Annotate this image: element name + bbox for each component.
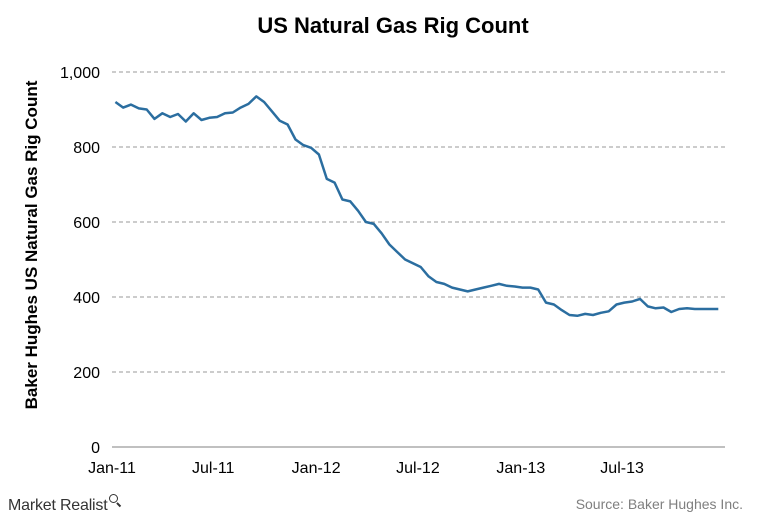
brand-text: Market Realist [8,497,108,514]
y-tick-label: 600 [73,215,100,232]
y-tick-labels: 0 200 400 600 800 1,000 [60,65,100,457]
chart-title: US Natural Gas Rig Count [257,13,529,38]
series-line-rig-count [114,95,719,318]
gridlines [112,71,725,373]
y-axis-label: Baker Hughes US Natural Gas Rig Count [22,80,41,409]
y-tick-label: 1,000 [60,65,100,82]
x-tick-labels: Jan-11 Jul-11 Jan-12 Jul-12 Jan-13 Jul-13 [88,460,644,477]
x-tick-label: Jul-12 [396,460,440,477]
brand-logo: Market Realist [8,494,121,515]
y-tick-label: 0 [91,440,100,457]
x-tick-label: Jan-13 [496,460,545,477]
y-tick-label: 200 [73,365,100,382]
x-tick-label: Jul-11 [192,460,234,477]
source-note: Source: Baker Hughes Inc. [575,496,743,512]
x-tick-label: Jul-13 [600,460,644,477]
magnifier-icon [109,494,121,506]
x-tick-label: Jan-12 [292,460,341,477]
y-tick-label: 800 [73,140,100,157]
x-tick-label: Jan-11 [88,460,136,477]
y-tick-label: 400 [73,290,100,307]
